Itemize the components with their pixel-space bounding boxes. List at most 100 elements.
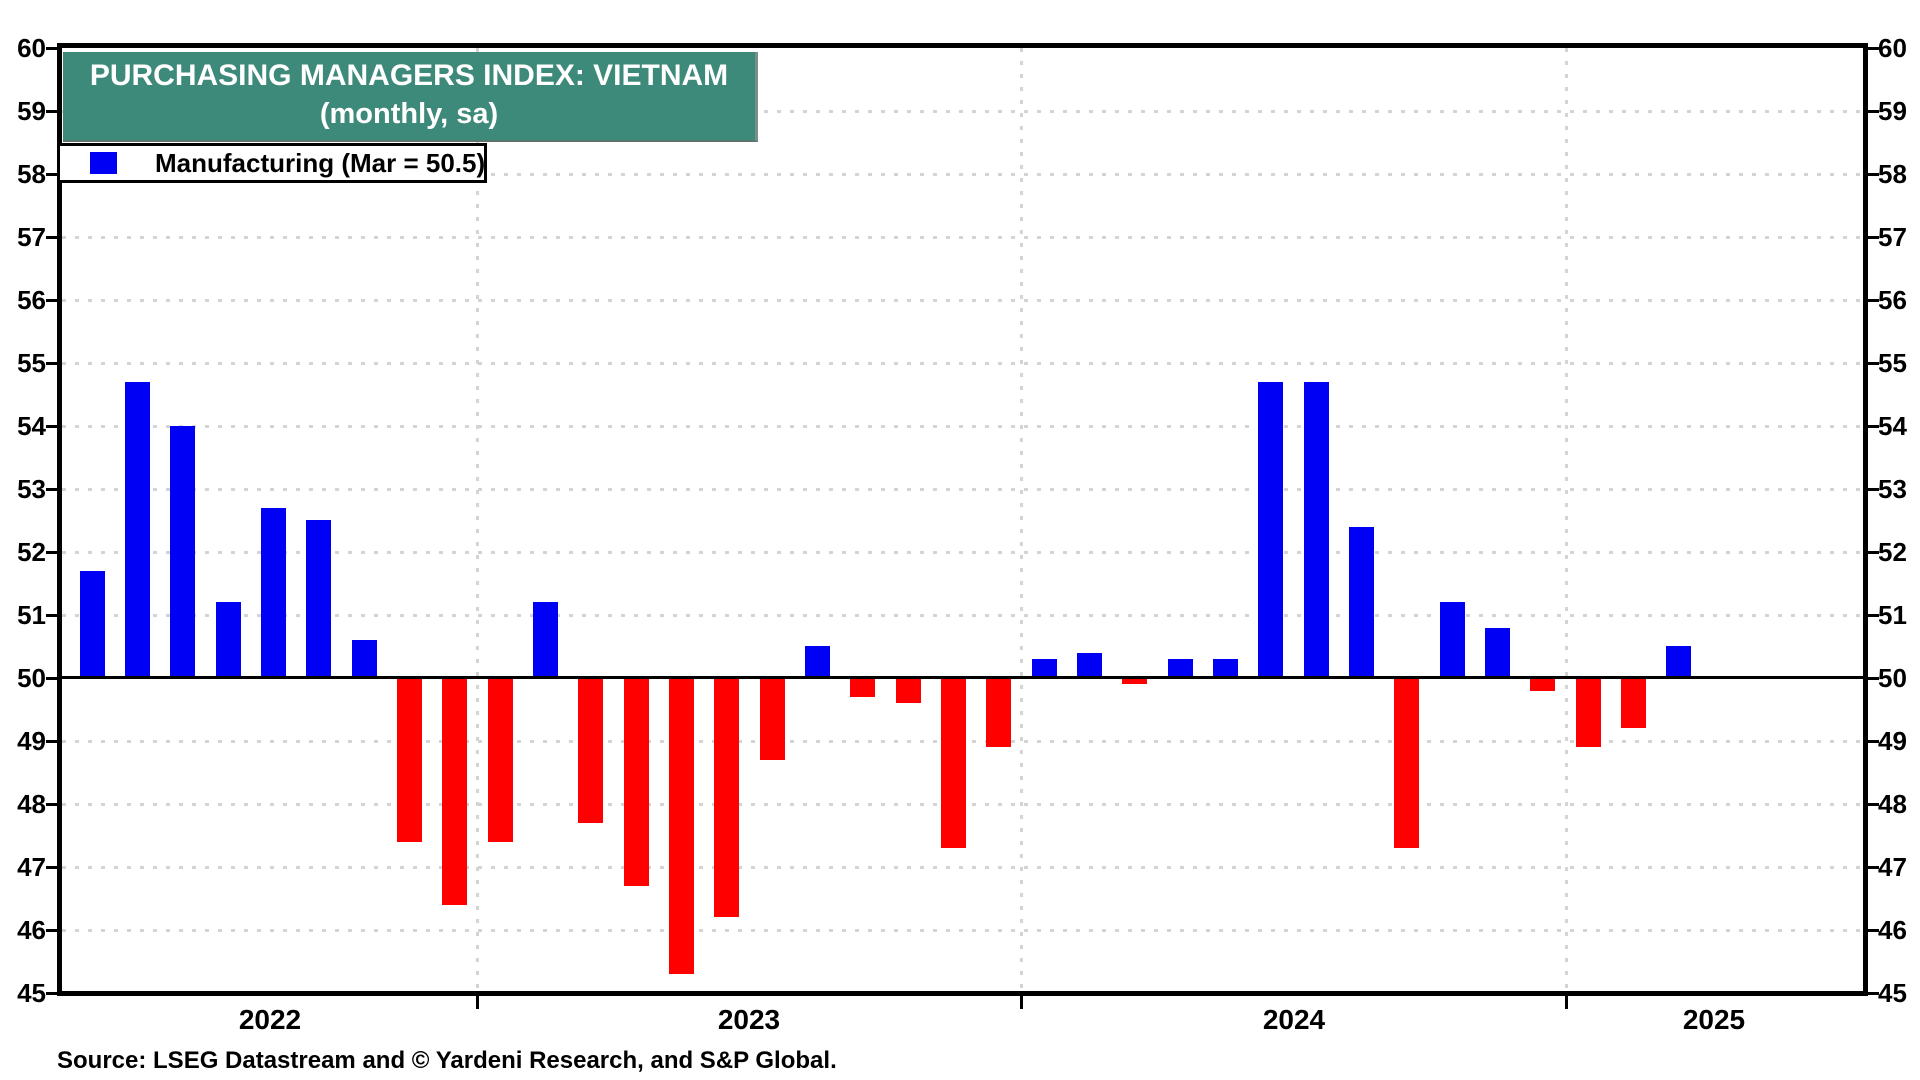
- yaxis-label-right-60: 60: [1878, 33, 1907, 63]
- yaxis-label-right-57: 57: [1878, 222, 1907, 252]
- bar-2024-07: [1304, 382, 1329, 678]
- yaxis-label-right-56: 56: [1878, 285, 1907, 315]
- yaxis-label-right-51: 51: [1878, 600, 1907, 630]
- bar-2024-03: [1122, 678, 1147, 684]
- ytick-right-60: [1868, 47, 1879, 50]
- chart-subtitle: (monthly, sa): [319, 98, 499, 130]
- bar-2023-04: [624, 678, 649, 886]
- yaxis-label-right-54: 54: [1878, 411, 1907, 441]
- bar-2022-11: [397, 678, 422, 842]
- yaxis-label-right-45: 45: [1878, 978, 1907, 1008]
- yaxis-label-left-57: 57: [17, 222, 46, 252]
- ytick-left-50: [46, 677, 57, 680]
- bar-2023-02: [533, 602, 558, 678]
- xtick-year-2025: [1565, 996, 1568, 1009]
- bar-2023-07: [760, 678, 785, 760]
- bar-2022-10: [352, 640, 377, 678]
- ytick-right-51: [1868, 614, 1879, 617]
- yaxis-label-left-54: 54: [17, 411, 46, 441]
- bar-2022-09: [306, 520, 331, 678]
- ytick-right-54: [1868, 425, 1879, 428]
- yaxis-label-right-49: 49: [1878, 726, 1907, 756]
- ytick-left-51: [46, 614, 57, 617]
- yaxis-label-right-53: 53: [1878, 474, 1907, 504]
- gridline-y-52: [62, 551, 1863, 554]
- gridline-year-2023: [476, 48, 479, 991]
- yaxis-label-right-59: 59: [1878, 96, 1907, 126]
- xaxis-year-label-2025: 2025: [1682, 1004, 1746, 1035]
- ytick-left-45: [46, 992, 57, 995]
- bar-2024-09: [1394, 678, 1419, 848]
- ytick-right-47: [1868, 866, 1879, 869]
- ytick-right-57: [1868, 236, 1879, 239]
- ytick-right-45: [1868, 992, 1879, 995]
- bar-2022-12: [442, 678, 467, 905]
- ytick-left-52: [46, 551, 57, 554]
- yaxis-label-left-49: 49: [17, 726, 46, 756]
- ytick-right-53: [1868, 488, 1879, 491]
- gridline-y-59: [62, 110, 1863, 113]
- bar-2023-06: [714, 678, 739, 917]
- yaxis-label-left-45: 45: [17, 978, 46, 1008]
- bar-2024-04: [1168, 659, 1193, 678]
- yaxis-label-left-58: 58: [17, 159, 46, 189]
- bar-2023-01: [488, 678, 513, 842]
- ytick-left-58: [46, 173, 57, 176]
- gridline-year-2024: [1020, 48, 1023, 991]
- ytick-right-55: [1868, 362, 1879, 365]
- ytick-left-55: [46, 362, 57, 365]
- yaxis-label-left-50: 50: [17, 663, 46, 693]
- bar-2023-11: [941, 678, 966, 848]
- yaxis-label-right-58: 58: [1878, 159, 1907, 189]
- ytick-right-52: [1868, 551, 1879, 554]
- gridline-y-51: [62, 614, 1863, 617]
- yaxis-label-left-53: 53: [17, 474, 46, 504]
- yaxis-label-left-52: 52: [17, 537, 46, 567]
- ytick-right-48: [1868, 803, 1879, 806]
- gridline-y-47: [62, 866, 1863, 869]
- ytick-right-49: [1868, 740, 1879, 743]
- xaxis-year-label-2022: 2022: [238, 1004, 302, 1035]
- bar-2022-06: [170, 426, 195, 678]
- bar-2024-10: [1440, 602, 1465, 678]
- ytick-left-59: [46, 110, 57, 113]
- yaxis-label-left-56: 56: [17, 285, 46, 315]
- bar-2023-10: [896, 678, 921, 703]
- bar-2023-03: [578, 678, 603, 823]
- bar-2022-05: [125, 382, 150, 678]
- gridline-y-46: [62, 929, 1863, 932]
- yaxis-label-left-55: 55: [17, 348, 46, 378]
- yaxis-label-left-46: 46: [17, 915, 46, 945]
- ytick-left-60: [46, 47, 57, 50]
- ytick-left-46: [46, 929, 57, 932]
- yaxis-label-left-47: 47: [17, 852, 46, 882]
- baseline-50: [62, 676, 1863, 679]
- bar-2023-08: [805, 646, 830, 678]
- yaxis-label-right-55: 55: [1878, 348, 1907, 378]
- yaxis-label-right-50: 50: [1878, 663, 1907, 693]
- ytick-left-56: [46, 299, 57, 302]
- xaxis-year-label-2024: 2024: [1262, 1004, 1326, 1035]
- source-note: Source: LSEG Datastream and © Yardeni Re…: [57, 1047, 837, 1074]
- gridline-y-55: [62, 362, 1863, 365]
- legend-label: Manufacturing (Mar = 50.5): [155, 147, 486, 178]
- bar-2022-04: [80, 571, 105, 678]
- bar-2024-05: [1213, 659, 1238, 678]
- ytick-left-57: [46, 236, 57, 239]
- gridline-y-57: [62, 236, 1863, 239]
- bar-2024-12: [1530, 678, 1555, 691]
- yaxis-label-left-48: 48: [17, 789, 46, 819]
- ytick-right-58: [1868, 173, 1879, 176]
- legend-swatch-manufacturing: [90, 152, 117, 174]
- bar-2024-02: [1077, 653, 1102, 678]
- chart-title-band: PURCHASING MANAGERS INDEX: VIETNAM (mont…: [63, 52, 758, 142]
- bar-2023-09: [850, 678, 875, 697]
- xtick-year-2023: [476, 996, 479, 1009]
- bar-2023-05: [669, 678, 694, 974]
- bar-2025-01: [1576, 678, 1601, 747]
- bar-2025-02: [1621, 678, 1646, 728]
- bar-2022-07: [216, 602, 241, 678]
- gridline-year-2025: [1565, 48, 1568, 991]
- bar-2022-08: [261, 508, 286, 678]
- ytick-left-48: [46, 803, 57, 806]
